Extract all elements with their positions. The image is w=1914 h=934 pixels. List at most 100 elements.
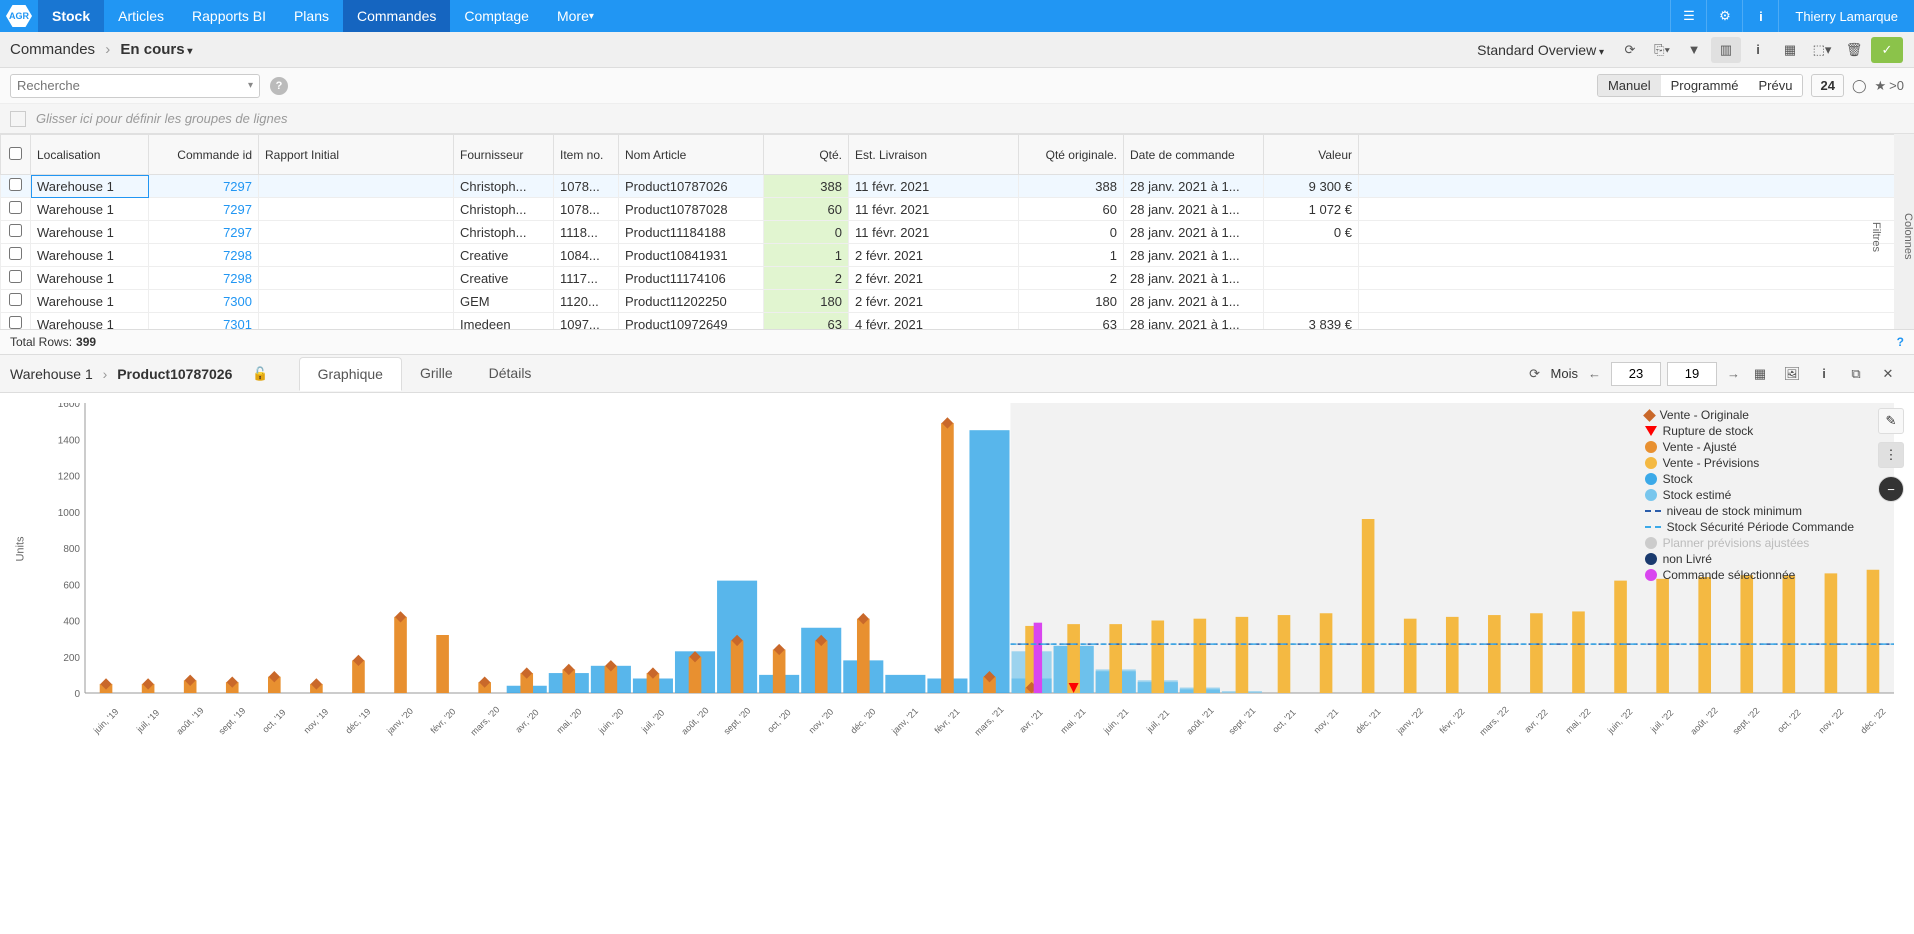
- logo[interactable]: AGR: [0, 0, 38, 32]
- star-count[interactable]: ★>0: [1875, 78, 1904, 94]
- row-check[interactable]: [1, 221, 31, 244]
- delete-icon[interactable]: 🗑: [1839, 37, 1869, 63]
- detail-loc[interactable]: Warehouse 1: [10, 366, 93, 382]
- nav-list-icon[interactable]: ☰: [1670, 0, 1706, 32]
- detail-popout-icon[interactable]: ⧉: [1841, 361, 1871, 387]
- detail-product[interactable]: Product10787026: [117, 366, 232, 382]
- cell-qty[interactable]: 388: [764, 175, 849, 198]
- table-row[interactable]: Warehouse 1 7297 Christoph... 1118... Pr…: [1, 221, 1914, 244]
- cell-qty[interactable]: 2: [764, 267, 849, 290]
- search-help-icon[interactable]: ?: [270, 77, 288, 95]
- table-row[interactable]: Warehouse 1 7301 Imedeen 1097... Product…: [1, 313, 1914, 330]
- nav-plans[interactable]: Plans: [280, 0, 343, 32]
- legend-item-vente_ajuste[interactable]: Vente - Ajusté: [1645, 440, 1854, 454]
- row-check[interactable]: [1, 175, 31, 198]
- legend-item-vente_prev[interactable]: Vente - Prévisions: [1645, 456, 1854, 470]
- legend-item-min_level[interactable]: niveau de stock minimum: [1645, 504, 1854, 518]
- chart-minus-icon[interactable]: −: [1878, 476, 1904, 502]
- header-val[interactable]: Valeur: [1264, 135, 1359, 175]
- row-check[interactable]: [1, 244, 31, 267]
- calendar-icon[interactable]: ▦: [1775, 37, 1805, 63]
- cell-loc[interactable]: Warehouse 1: [31, 221, 149, 244]
- breadcrumb-root[interactable]: Commandes: [10, 41, 95, 58]
- nav-info-icon[interactable]: i: [1742, 0, 1778, 32]
- chart-menu-icon[interactable]: ⋮: [1878, 442, 1904, 468]
- cell-qty[interactable]: 1: [764, 244, 849, 267]
- cell-cmd[interactable]: 7298: [149, 244, 259, 267]
- search-input[interactable]: [17, 78, 253, 93]
- row-check[interactable]: [1, 313, 31, 330]
- total-help-icon[interactable]: ?: [1897, 335, 1904, 349]
- legend-item-vente_originale[interactable]: Vente - Originale: [1645, 408, 1854, 422]
- legend-item-stock[interactable]: Stock: [1645, 472, 1854, 486]
- cell-qty[interactable]: 180: [764, 290, 849, 313]
- refresh-icon[interactable]: ⟳: [1615, 37, 1645, 63]
- table-row[interactable]: Warehouse 1 7297 Christoph... 1078... Pr…: [1, 175, 1914, 198]
- filter-icon[interactable]: ▼: [1679, 37, 1709, 63]
- mode-tab-prévu[interactable]: Prévu: [1749, 75, 1803, 96]
- search-box[interactable]: [10, 74, 260, 98]
- range-back-icon[interactable]: ←: [1584, 366, 1605, 381]
- period-label[interactable]: Mois: [1551, 366, 1578, 381]
- nav-comptage[interactable]: Comptage: [450, 0, 543, 32]
- detail-close-icon[interactable]: ✕: [1873, 361, 1903, 387]
- confirm-button[interactable]: ✓: [1871, 37, 1903, 63]
- cell-cmd[interactable]: 7298: [149, 267, 259, 290]
- legend-item-stock_estime[interactable]: Stock estimé: [1645, 488, 1854, 502]
- header-liv[interactable]: Est. Livraison: [849, 135, 1019, 175]
- side-tab-columns[interactable]: Colonnes: [1902, 213, 1914, 259]
- detail-tab-détails[interactable]: Détails: [471, 357, 550, 391]
- row-check[interactable]: [1, 290, 31, 313]
- cell-loc[interactable]: Warehouse 1: [31, 244, 149, 267]
- detail-tab-grille[interactable]: Grille: [402, 357, 471, 391]
- unlock-icon[interactable]: 🔓: [252, 366, 268, 382]
- range-fwd-input[interactable]: [1667, 362, 1717, 386]
- legend-item-rupture[interactable]: Rupture de stock: [1645, 424, 1854, 438]
- nav-gear-icon[interactable]: ⚙: [1706, 0, 1742, 32]
- legend-item-non_livre[interactable]: non Livré: [1645, 552, 1854, 566]
- header-art[interactable]: Nom Article: [619, 135, 764, 175]
- table-row[interactable]: Warehouse 1 7300 GEM 1120... Product1120…: [1, 290, 1914, 313]
- overview-dropdown[interactable]: Standard Overview: [1477, 42, 1604, 58]
- nav-user[interactable]: Thierry Lamarque: [1778, 0, 1914, 32]
- nav-rapports bi[interactable]: Rapports BI: [178, 0, 280, 32]
- breadcrumb-current[interactable]: En cours: [120, 41, 192, 58]
- cell-cmd[interactable]: 7301: [149, 313, 259, 330]
- detail-image-icon[interactable]: 🖼: [1777, 361, 1807, 387]
- group-bar[interactable]: Glisser ici pour définir les groupes de …: [0, 104, 1914, 134]
- cell-loc[interactable]: Warehouse 1: [31, 290, 149, 313]
- header-cmd[interactable]: Commande id: [149, 135, 259, 175]
- row-check[interactable]: [1, 267, 31, 290]
- nav-stock[interactable]: Stock: [38, 0, 104, 32]
- detail-tab-graphique[interactable]: Graphique: [299, 357, 402, 391]
- table-row[interactable]: Warehouse 1 7298 Creative 1117... Produc…: [1, 267, 1914, 290]
- cell-cmd[interactable]: 7297: [149, 175, 259, 198]
- side-tab-filters[interactable]: Filtres: [1870, 222, 1882, 252]
- legend-item-stock_securite[interactable]: Stock Sécurité Période Commande: [1645, 520, 1854, 534]
- header-qty[interactable]: Qté.: [764, 135, 849, 175]
- header-check[interactable]: [1, 135, 31, 175]
- row-check[interactable]: [1, 198, 31, 221]
- cell-loc[interactable]: Warehouse 1: [31, 313, 149, 330]
- range-fwd-icon[interactable]: →: [1723, 366, 1744, 381]
- cell-cmd[interactable]: 7300: [149, 290, 259, 313]
- cell-qty[interactable]: 63: [764, 313, 849, 330]
- table-row[interactable]: Warehouse 1 7298 Creative 1084... Produc…: [1, 244, 1914, 267]
- detail-info-icon[interactable]: i: [1809, 361, 1839, 387]
- chart-edit-icon[interactable]: ✎: [1878, 408, 1904, 434]
- cell-cmd[interactable]: 7297: [149, 221, 259, 244]
- cell-cmd[interactable]: 7297: [149, 198, 259, 221]
- chart-icon[interactable]: ▥: [1711, 37, 1741, 63]
- cell-qty[interactable]: 60: [764, 198, 849, 221]
- table-row[interactable]: Warehouse 1 7297 Christoph... 1078... Pr…: [1, 198, 1914, 221]
- header-item[interactable]: Item no.: [554, 135, 619, 175]
- nav-more[interactable]: More: [543, 0, 608, 32]
- cell-qty[interactable]: 0: [764, 221, 849, 244]
- mode-tab-programmé[interactable]: Programmé: [1661, 75, 1749, 96]
- legend-item-planner[interactable]: Planner prévisions ajustées: [1645, 536, 1854, 550]
- mode-tab-manuel[interactable]: Manuel: [1598, 75, 1661, 96]
- header-four[interactable]: Fournisseur: [454, 135, 554, 175]
- header-loc[interactable]: Localisation: [31, 135, 149, 175]
- cell-loc[interactable]: Warehouse 1: [31, 175, 149, 198]
- range-back-input[interactable]: [1611, 362, 1661, 386]
